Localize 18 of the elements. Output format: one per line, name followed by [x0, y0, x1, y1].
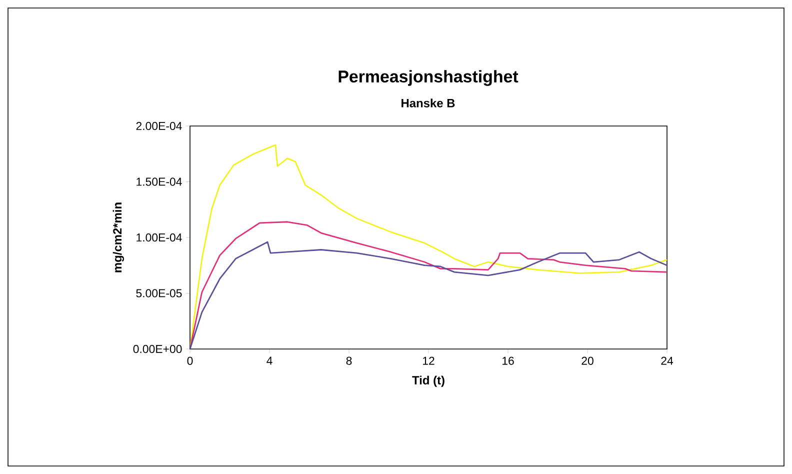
y-tick-label: 1.50E-04: [136, 178, 182, 186]
x-tick-label: 4: [266, 356, 272, 365]
x-tick-label: 16: [502, 356, 514, 365]
chart-subtitle: Hanske B: [402, 98, 455, 108]
y-axis-title: mg/cm2*min: [112, 202, 124, 272]
y-tick-label: 1.00E-04: [136, 233, 182, 242]
line-series: [190, 221, 668, 349]
x-tick-label: 0: [187, 356, 193, 365]
y-tick-label: 2.00E-04: [136, 122, 182, 130]
x-tick-label: 8: [346, 356, 352, 365]
x-tick-label: 20: [582, 356, 594, 365]
chart-title: Permeasjonshastighet: [338, 70, 518, 86]
line-series: [190, 241, 668, 349]
x-tick-label: 12: [423, 356, 434, 365]
x-tick-label: 24: [661, 356, 674, 365]
y-tick-label: 0.00E+00: [133, 344, 182, 354]
x-axis-title: Tid (t): [412, 376, 444, 387]
y-tick-label: 5.00E-05: [136, 289, 182, 298]
